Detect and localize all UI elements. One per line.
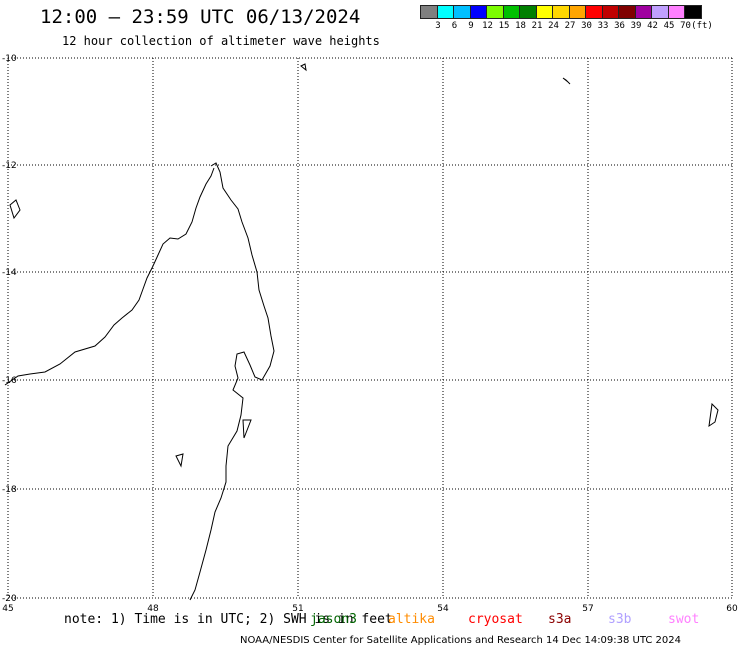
scale-label: 18 bbox=[515, 21, 526, 31]
note-text: note: 1) Time is in UTC; 2) SWH is in fe… bbox=[64, 612, 393, 627]
scale-swatch bbox=[684, 5, 702, 19]
small-island bbox=[175, 453, 184, 468]
scale-label: 3 bbox=[435, 21, 441, 31]
satellite-legend-s3a: s3a bbox=[548, 612, 572, 627]
coastline bbox=[4, 63, 719, 601]
scale-label: 39 bbox=[630, 21, 642, 31]
scale-label: 30 bbox=[581, 21, 592, 31]
longitude-label: 48 bbox=[147, 604, 159, 614]
map-tick-labels: 45 48 51 54 57 60 -10 -12 -14 -16 -18 -20 bbox=[2, 54, 738, 614]
scale-label: 42 bbox=[647, 21, 658, 31]
mainland-coastline bbox=[4, 167, 215, 386]
longitude-label: 60 bbox=[726, 604, 738, 614]
small-island bbox=[242, 419, 252, 439]
satellite-legend-s3b: s3b bbox=[608, 612, 632, 627]
longitude-label: 57 bbox=[582, 604, 593, 614]
scale-label: 70 bbox=[680, 21, 691, 31]
scale-label: 24 bbox=[548, 21, 559, 31]
satellite-legend-jason3: jason3 bbox=[310, 612, 357, 627]
map-grid bbox=[7, 57, 733, 599]
mauritius-island bbox=[708, 402, 719, 428]
madagascar-coastline bbox=[189, 162, 275, 601]
small-island bbox=[300, 63, 307, 72]
comoros-island bbox=[9, 199, 21, 220]
latitude-label: -12 bbox=[2, 161, 17, 171]
chart-title: 12:00 — 23:59 UTC 06/13/2024 bbox=[40, 6, 361, 28]
latitude-label: -10 bbox=[2, 54, 17, 64]
scale-label: 21 bbox=[531, 21, 543, 31]
satellite-legend-altika: altika bbox=[388, 612, 435, 627]
satellite-legend-swot: swot bbox=[668, 612, 700, 627]
latitude-label: -16 bbox=[2, 376, 17, 386]
wave-height-color-scale bbox=[420, 5, 702, 19]
scale-label: 15 bbox=[498, 21, 510, 31]
scale-label: 27 bbox=[564, 21, 576, 31]
scale-label: 33 bbox=[597, 21, 609, 31]
latitude-label: -14 bbox=[2, 268, 17, 278]
scale-label: 9 bbox=[468, 21, 474, 31]
satellite-legend-cryosat: cryosat bbox=[468, 612, 523, 627]
scale-label: 45 bbox=[663, 21, 675, 31]
latitude-label: -20 bbox=[2, 594, 17, 604]
footer-credit: NOAA/NESDIS Center for Satellite Applica… bbox=[240, 635, 682, 646]
longitude-label: 45 bbox=[2, 604, 13, 614]
longitude-label: 54 bbox=[437, 604, 449, 614]
longitude-label: 51 bbox=[292, 604, 303, 614]
scale-label: 6 bbox=[451, 21, 458, 31]
chart-subtitle: 12 hour collection of altimeter wave hei… bbox=[62, 34, 380, 48]
latitude-label: -18 bbox=[2, 485, 17, 495]
scale-label: 12 bbox=[482, 21, 493, 31]
small-island bbox=[562, 77, 571, 85]
scale-label: (ft) bbox=[691, 21, 713, 31]
scale-label: 36 bbox=[614, 21, 625, 31]
wave-height-scale-labels: 3 6 9 12 15 18 21 24 27 30 33 36 39 42 45 70 (ft) bbox=[421, 21, 740, 35]
